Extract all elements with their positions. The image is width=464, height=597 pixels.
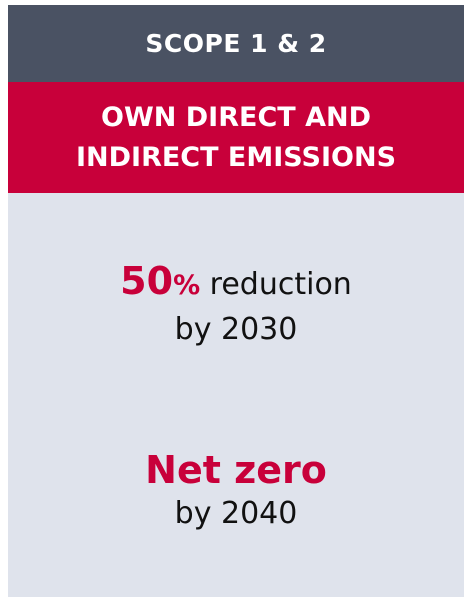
header-title: SCOPE 1 & 2: [145, 29, 327, 58]
scope-card: SCOPE 1 & 2 OWN DIRECT AND INDIRECT EMIS…: [8, 5, 464, 597]
target-deadline: by 2030: [174, 312, 298, 347]
target: Net zero by 2040: [8, 448, 464, 536]
subheader: OWN DIRECT AND INDIRECT EMISSIONS: [8, 82, 464, 193]
header: SCOPE 1 & 2: [8, 5, 464, 82]
target-highlight: 50: [120, 259, 174, 303]
target: 50% reduction by 2030: [8, 259, 464, 352]
target-deadline: by 2040: [174, 496, 298, 531]
target-line: 50% reduction: [8, 259, 464, 308]
target-unit: %: [173, 270, 201, 301]
target-highlight: Net zero: [145, 448, 327, 492]
target-text: reduction: [209, 267, 352, 302]
subheader-line: INDIRECT EMISSIONS: [75, 141, 397, 173]
subheader-line: OWN DIRECT AND: [101, 101, 371, 133]
